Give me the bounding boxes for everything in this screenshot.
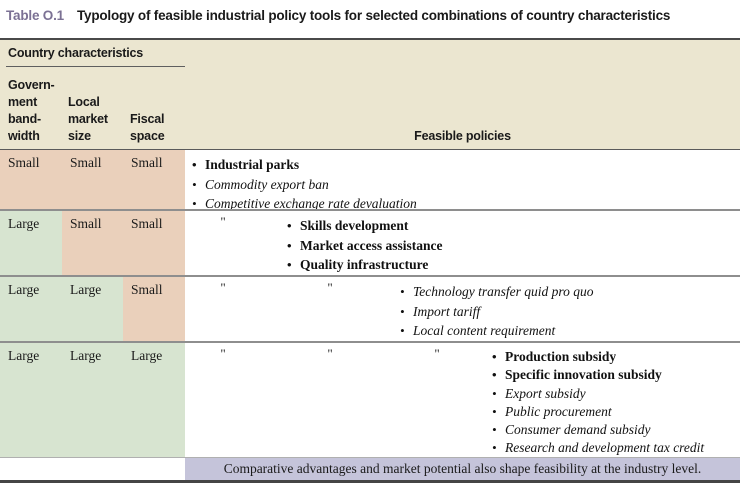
table-row: SmallSmallSmallIndustrial parksCommodity… [0,150,740,211]
government-bandwidth-cell: Large [0,211,62,275]
ditto-mark: " [327,346,333,361]
table-number-label: Table O.1 [6,8,64,23]
feasible-policies-cell: " " " Production subsidySpecific innovation… [185,343,740,457]
ditto-mark: " [434,346,440,361]
policy-item: Export subsidy [490,385,740,404]
table-title: Table O.1 Typology of feasible industria… [0,0,740,24]
fiscal-space-cell: Small [123,150,185,209]
policy-typology-table: Country characteristics Govern- ment ban… [0,38,740,483]
column-header-government-bandwidth: Govern- ment band- width [8,78,55,143]
feasible-policies-cell: " Skills developmentMarket access assista… [185,211,740,275]
government-bandwidth-cell: Large [0,277,62,341]
header-group-underline [6,66,185,67]
table-header: Country characteristics Govern- ment ban… [0,40,740,150]
government-bandwidth-cell: Large [0,343,62,457]
policy-item: Quality infrastructure [285,255,740,275]
ditto-mark: " [327,280,333,295]
fiscal-space-cell: Small [123,211,185,275]
policy-item: Commodity export ban [190,175,740,195]
policy-item: Public procurement [490,403,740,422]
policy-list: Industrial parksCommodity export banComp… [190,153,740,209]
policy-item: Research and development tax credit [490,439,740,457]
country-characteristics-label: Country characteristics [8,46,144,60]
policy-item: Consumer demand subsidy [490,421,740,440]
ditto-mark: " [220,214,226,229]
policy-item: Market access assistance [285,236,740,256]
feasible-policies-cell: Industrial parksCommodity export banComp… [185,150,740,209]
table-caption: Typology of feasible industrial policy t… [76,8,671,23]
header-group-row: Country characteristics [0,40,740,67]
policy-list: Technology transfer quid pro quoImport t… [398,280,740,341]
fiscal-space-cell: Small [123,277,185,341]
policy-item: Import tariff [398,302,740,322]
footer-spacer-cell [0,458,185,480]
table-footer-row: Comparative advantages and market potent… [0,457,740,480]
policy-item: Skills development [285,216,740,236]
table-body: SmallSmallSmallIndustrial parksCommodity… [0,150,740,457]
policy-item: Local content requirement [398,321,740,341]
column-header-feasible-policies: Feasible policies [414,129,511,143]
feasible-policies-cell: " " Technology transfer quid pro quoImport… [185,277,740,341]
local-market-size-cell: Large [62,343,123,457]
local-market-size-cell: Small [62,211,123,275]
policy-item: Competitive exchange rate devaluation [190,194,740,209]
policy-item: Technology transfer quid pro quo [398,282,740,302]
column-headers-row: Govern- ment band- width Local market si… [0,67,740,149]
local-market-size-cell: Small [62,150,123,209]
ditto-mark: " [220,346,226,361]
footer-note: Comparative advantages and market potent… [185,458,740,480]
ditto-mark: " [220,280,226,295]
policy-list: Skills developmentMarket access assistan… [285,214,740,275]
column-header-fiscal-space: Fiscal space [130,112,165,143]
policy-list: Production subsidySpecific innovation su… [490,346,740,457]
government-bandwidth-cell: Small [0,150,62,209]
column-header-local-market-size: Local market size [68,95,108,143]
policy-item: Industrial parks [190,155,740,175]
policy-item: Specific innovation subsidy [490,366,740,385]
policy-item: Production subsidy [490,348,740,367]
fiscal-space-cell: Large [123,343,185,457]
local-market-size-cell: Large [62,277,123,341]
